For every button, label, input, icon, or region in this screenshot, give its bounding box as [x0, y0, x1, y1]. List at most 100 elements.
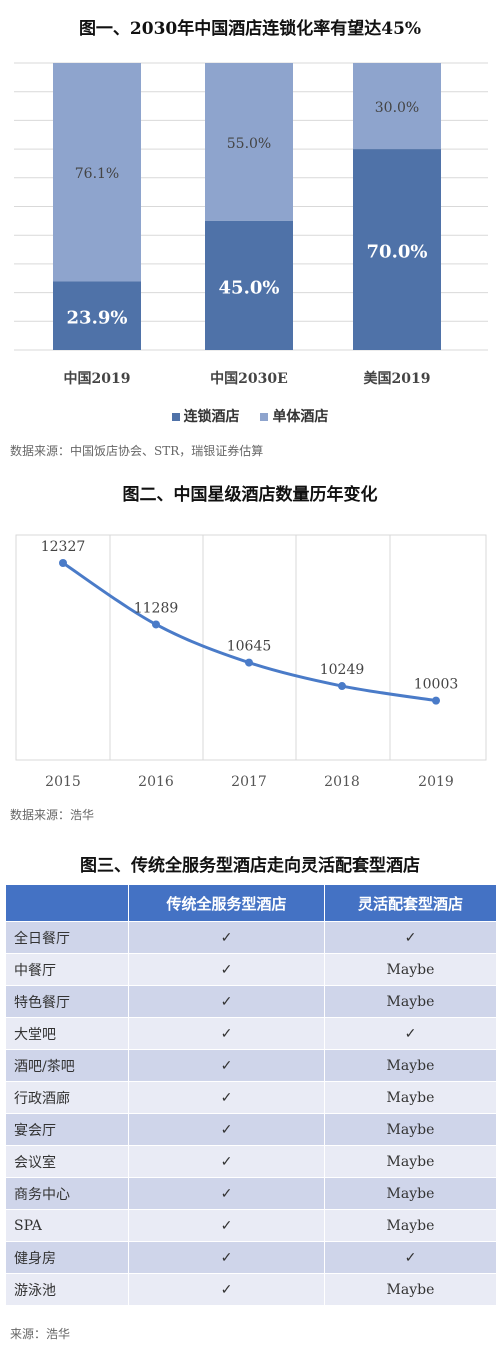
- table-cell-facility: 行政酒廊: [5, 1081, 129, 1114]
- table-row: 健身房 ✓ ✓: [5, 1241, 498, 1274]
- table-cell-facility: 宴会厅: [5, 1113, 129, 1146]
- data-label: 10003: [414, 677, 459, 693]
- table-row: 游泳池 ✓ Maybe: [5, 1273, 498, 1306]
- table-cell-traditional: ✓: [128, 1049, 325, 1082]
- x-tick-label: 2015: [45, 774, 81, 790]
- figure1-source: 数据来源：中国饭店协会、STR，瑞银证券估算: [10, 444, 264, 458]
- stacked-bar-chart: 23.9% 76.1% 中国2019 45.0% 55.0% 中国2030E 70.0% 30…: [14, 62, 488, 387]
- data-label: 12327: [41, 539, 86, 555]
- table-cell-flexible: Maybe: [323, 1081, 498, 1114]
- table-cell-traditional: ✓: [128, 921, 325, 954]
- bar-single: [353, 63, 441, 150]
- table-cell-facility: 健身房: [5, 1241, 129, 1274]
- table-cell-traditional: ✓: [128, 1177, 325, 1210]
- table-row: SPA ✓ Maybe: [5, 1209, 498, 1242]
- figure2-source: 数据来源：浩华: [10, 808, 95, 822]
- table-cell-facility: 特色餐厅: [5, 985, 129, 1018]
- figure3-source: 来源：浩华: [10, 1327, 71, 1341]
- category-label: 美国2019: [364, 370, 431, 387]
- table-cell-facility: 商务中心: [5, 1177, 129, 1210]
- bar-single: [53, 63, 141, 282]
- data-point: [245, 658, 253, 667]
- bar-chain: [353, 149, 441, 350]
- data-label: 10249: [320, 662, 365, 678]
- data-label-single: 30.0%: [375, 100, 419, 116]
- table-row: 商务中心 ✓ Maybe: [5, 1177, 498, 1210]
- data-point: [338, 682, 346, 691]
- table-cell-facility: 中餐厅: [5, 953, 129, 986]
- table-row: 中餐厅 ✓ Maybe: [5, 953, 498, 986]
- comparison-table: 传统全服务型酒店 灵活配套型酒店 全日餐厅 ✓ ✓ 中餐厅 ✓ Maybe 特色餐厅 ✓ May…: [5, 884, 498, 1306]
- table-row: 宴会厅 ✓ Maybe: [5, 1113, 498, 1146]
- table-cell-facility: 会议室: [5, 1145, 129, 1178]
- table-cell-facility: 全日餐厅: [5, 921, 129, 954]
- table-row: 特色餐厅 ✓ Maybe: [5, 985, 498, 1018]
- data-point: [432, 696, 440, 705]
- table-cell-flexible: ✓: [323, 921, 498, 954]
- table-row: 会议室 ✓ Maybe: [5, 1145, 498, 1178]
- table-cell-flexible: Maybe: [323, 953, 498, 986]
- data-label-chain: 23.9%: [67, 308, 128, 329]
- data-point: [152, 620, 160, 629]
- data-label: 10645: [227, 639, 272, 655]
- table-header-flexible: 灵活配套型酒店: [323, 884, 498, 922]
- table-cell-facility: SPA: [5, 1209, 129, 1242]
- table-row: 行政酒廊 ✓ Maybe: [5, 1081, 498, 1114]
- data-label-chain: 70.0%: [367, 242, 428, 263]
- table-cell-flexible: Maybe: [323, 1113, 498, 1146]
- figure3-title: 图三、传统全服务型酒店走向灵活配套型酒店: [80, 856, 420, 876]
- legend-item-chain: 连锁酒店: [171, 406, 240, 426]
- table-cell-flexible: Maybe: [323, 985, 498, 1018]
- table-header-traditional: 传统全服务型酒店: [128, 884, 325, 922]
- table-cell-facility: 酒吧/茶吧: [5, 1049, 129, 1082]
- category-label: 中国2030E: [210, 370, 288, 387]
- legend-swatch-single: [260, 413, 269, 421]
- table-header-row: 传统全服务型酒店 灵活配套型酒店: [5, 884, 498, 922]
- table-cell-facility: 游泳池: [5, 1273, 129, 1306]
- legend-label-single: 单体酒店: [272, 409, 329, 425]
- data-label-single: 76.1%: [75, 166, 119, 182]
- table-cell-traditional: ✓: [128, 985, 325, 1018]
- chart1-legend: 连锁酒店 单体酒店: [0, 406, 500, 426]
- table-cell-traditional: ✓: [128, 953, 325, 986]
- x-tick-label: 2016: [138, 774, 174, 790]
- plot-frame: [15, 534, 487, 761]
- figure2-title: 图二、中国星级酒店数量历年变化: [122, 485, 378, 505]
- x-tick-label: 2018: [324, 774, 360, 790]
- table-cell-traditional: ✓: [128, 1017, 325, 1050]
- table-cell-facility: 大堂吧: [5, 1017, 129, 1050]
- data-label-single: 55.0%: [227, 136, 271, 152]
- table-cell-flexible: Maybe: [323, 1273, 498, 1306]
- category-label: 中国2019: [64, 370, 131, 387]
- table-row: 酒吧/茶吧 ✓ Maybe: [5, 1049, 498, 1082]
- table-cell-flexible: Maybe: [323, 1209, 498, 1242]
- table-cell-flexible: Maybe: [323, 1145, 498, 1178]
- x-tick-label: 2019: [418, 774, 454, 790]
- legend-swatch-chain: [171, 413, 180, 421]
- figure1-title: 图一、2030年中国酒店连锁化率有望达45%: [78, 19, 422, 39]
- data-label-chain: 45.0%: [219, 277, 280, 298]
- legend-label-chain: 连锁酒店: [183, 409, 240, 425]
- table-header-empty: [5, 884, 129, 922]
- table-cell-traditional: ✓: [128, 1209, 325, 1242]
- table-cell-flexible: Maybe: [323, 1177, 498, 1210]
- bar-chain: [53, 281, 141, 350]
- table-cell-flexible: ✓: [323, 1017, 498, 1050]
- table-cell-traditional: ✓: [128, 1081, 325, 1114]
- data-point: [59, 559, 67, 568]
- table-cell-traditional: ✓: [128, 1145, 325, 1178]
- bar-single: [205, 63, 293, 221]
- bar-chain: [205, 220, 293, 350]
- table-cell-traditional: ✓: [128, 1241, 325, 1274]
- x-tick-label: 2017: [231, 774, 267, 790]
- table-cell-flexible: ✓: [323, 1241, 498, 1274]
- series-line: [62, 561, 437, 703]
- data-label: 11289: [134, 600, 179, 616]
- line-chart: 12327 2015 11289 2016 10645 2017 10249 2018 1000…: [15, 534, 487, 790]
- table-row: 大堂吧 ✓ ✓: [5, 1017, 498, 1050]
- legend-item-single: 单体酒店: [260, 406, 328, 426]
- table-cell-traditional: ✓: [128, 1273, 325, 1306]
- table-row: 全日餐厅 ✓ ✓: [5, 921, 498, 954]
- table-cell-flexible: Maybe: [323, 1049, 498, 1082]
- table-cell-traditional: ✓: [128, 1113, 325, 1146]
